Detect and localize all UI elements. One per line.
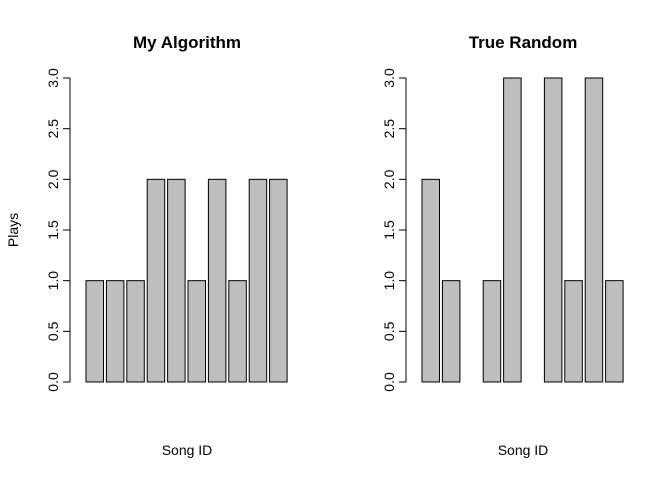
bar: [146, 178, 166, 383]
bar: [421, 178, 440, 383]
y-tick-label: 0.0: [381, 372, 397, 392]
bar: [482, 280, 502, 383]
y-tick-label: 1.0: [45, 271, 61, 291]
bar: [269, 178, 288, 383]
chart-title: True Random: [469, 33, 578, 52]
y-tick-label: 2.5: [381, 119, 397, 139]
y-tick-label: 0.5: [45, 321, 61, 341]
chart-title: My Algorithm: [133, 33, 241, 52]
y-tick-label: 3.0: [381, 68, 397, 88]
bar: [441, 280, 461, 383]
y-tick-label: 3.0: [45, 68, 61, 88]
y-axis-label: Plays: [5, 213, 21, 247]
y-tick-label: 2.5: [45, 119, 61, 139]
bar: [85, 280, 104, 383]
bar: [167, 178, 186, 383]
bar: [543, 77, 563, 383]
y-tick-label: 2.0: [45, 169, 61, 189]
x-axis-label: Song ID: [498, 442, 549, 458]
bar: [564, 280, 583, 383]
bar: [126, 280, 145, 383]
bar: [584, 77, 604, 383]
bar: [105, 280, 125, 383]
bar: [248, 178, 268, 383]
bar: [503, 77, 522, 383]
bar: [228, 280, 247, 383]
panel-true-random: True Random Song ID 0.0 0.5 1.0 1.5 2.0 2.5 3.…: [381, 33, 624, 458]
y-tick-label: 2.0: [381, 169, 397, 189]
y-axis: 0.0 0.5 1.0 1.5 2.0 2.5 3.0: [381, 68, 407, 392]
y-tick-label: 0.5: [381, 321, 397, 341]
bars: [85, 178, 288, 383]
x-axis-label: Song ID: [162, 442, 213, 458]
bar: [187, 280, 206, 383]
panel-my-algorithm: My Algorithm Song ID Plays 0.0 0.5 1.0 1.5 2…: [5, 33, 288, 458]
y-tick-label: 0.0: [45, 372, 61, 392]
y-tick-label: 1.5: [381, 220, 397, 240]
y-axis: 0.0 0.5 1.0 1.5 2.0 2.5 3.0: [45, 68, 71, 392]
y-tick-label: 1.0: [381, 271, 397, 291]
bar: [207, 178, 227, 383]
bar: [605, 280, 624, 383]
y-tick-label: 1.5: [45, 220, 61, 240]
bars: [421, 77, 624, 383]
